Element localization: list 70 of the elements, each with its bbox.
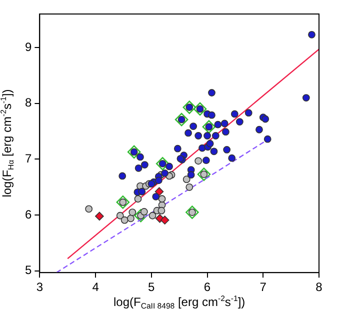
point bbox=[156, 157, 170, 170]
point bbox=[161, 169, 169, 177]
x-tick-label: 7 bbox=[260, 280, 267, 294]
x-tick-label: 3 bbox=[36, 280, 44, 294]
point bbox=[154, 176, 162, 184]
point bbox=[127, 214, 134, 222]
y-tick-label: 5 bbox=[24, 263, 32, 278]
point bbox=[190, 122, 198, 130]
point bbox=[262, 115, 270, 123]
point bbox=[134, 164, 142, 172]
point bbox=[186, 206, 199, 219]
point bbox=[202, 156, 210, 164]
x-tick-label: 5 bbox=[148, 280, 156, 294]
point bbox=[208, 111, 216, 119]
point bbox=[193, 102, 207, 116]
y-tick-label: 7 bbox=[24, 152, 32, 166]
point bbox=[308, 30, 316, 38]
point bbox=[116, 212, 124, 220]
point bbox=[95, 212, 104, 221]
point bbox=[158, 206, 166, 214]
point bbox=[118, 172, 126, 180]
point bbox=[116, 196, 130, 209]
y-tick-label: 6 bbox=[24, 207, 32, 222]
point bbox=[141, 161, 148, 169]
point bbox=[223, 146, 231, 154]
x-tick-label: 6 bbox=[204, 280, 211, 294]
point bbox=[127, 145, 141, 159]
point bbox=[120, 216, 128, 224]
point bbox=[186, 183, 194, 191]
point bbox=[264, 135, 272, 143]
point bbox=[222, 128, 230, 136]
point bbox=[202, 120, 216, 134]
point bbox=[244, 109, 252, 117]
point bbox=[206, 140, 214, 148]
point bbox=[138, 188, 146, 196]
point bbox=[230, 110, 238, 118]
point bbox=[182, 100, 196, 114]
point bbox=[187, 171, 195, 179]
point bbox=[256, 126, 263, 134]
point bbox=[220, 120, 228, 128]
point bbox=[136, 153, 144, 161]
point bbox=[160, 216, 170, 224]
y-tick-label: 9 bbox=[24, 40, 32, 54]
point bbox=[154, 187, 164, 196]
point bbox=[194, 157, 202, 165]
point bbox=[214, 120, 222, 128]
point bbox=[174, 112, 188, 126]
point bbox=[148, 212, 156, 220]
point bbox=[204, 132, 211, 140]
point bbox=[302, 94, 310, 102]
x-tick-label: 4 bbox=[92, 280, 100, 294]
point bbox=[236, 118, 244, 126]
x-tick-label: 8 bbox=[316, 280, 323, 294]
point bbox=[228, 154, 236, 162]
point bbox=[182, 176, 190, 184]
point bbox=[197, 168, 211, 181]
point bbox=[194, 132, 202, 140]
point bbox=[174, 144, 182, 152]
y-tick-label: 8 bbox=[24, 96, 32, 110]
point bbox=[134, 195, 142, 203]
point bbox=[134, 208, 148, 222]
point bbox=[184, 129, 192, 137]
point bbox=[208, 89, 216, 96]
point bbox=[85, 205, 93, 213]
point bbox=[212, 132, 220, 140]
point bbox=[210, 148, 218, 156]
point bbox=[166, 162, 173, 170]
point bbox=[128, 208, 136, 216]
point bbox=[158, 195, 166, 203]
point bbox=[152, 192, 160, 200]
